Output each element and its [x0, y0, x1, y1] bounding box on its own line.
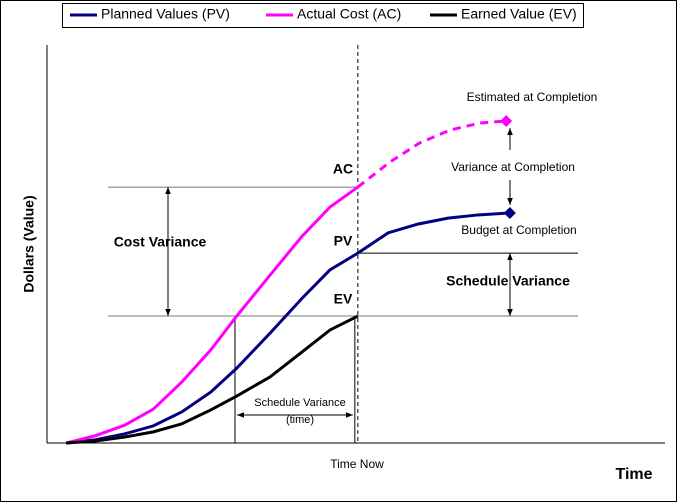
annotation: Schedule Variance — [446, 273, 570, 289]
y-axis-label: Dollars (Value) — [21, 195, 37, 292]
legend-label: Planned Values (PV) — [101, 6, 230, 22]
legend-label: Actual Cost (AC) — [297, 6, 401, 22]
bac-marker — [503, 206, 516, 219]
annotation: Estimated at Completion — [467, 90, 598, 104]
annotation: Schedule Variance — [254, 397, 346, 409]
annotation: AC — [333, 161, 353, 177]
annotation: Budget at Completion — [461, 223, 576, 237]
annotation: (time) — [286, 414, 314, 426]
series-line — [66, 314, 359, 445]
legend-box — [62, 3, 584, 28]
x-axis-label: Time — [615, 466, 652, 483]
forecast-line — [356, 119, 507, 189]
annotation: Time Now — [330, 457, 384, 471]
eac-marker — [500, 115, 513, 128]
annotation: EV — [334, 291, 353, 307]
annotation: PV — [334, 233, 353, 249]
annotation: Cost Variance — [114, 234, 207, 250]
series-line — [65, 185, 359, 445]
annotation: Variance at Completion — [451, 160, 575, 174]
legend-label: Earned Value (EV) — [461, 6, 577, 22]
series-line — [65, 211, 510, 445]
